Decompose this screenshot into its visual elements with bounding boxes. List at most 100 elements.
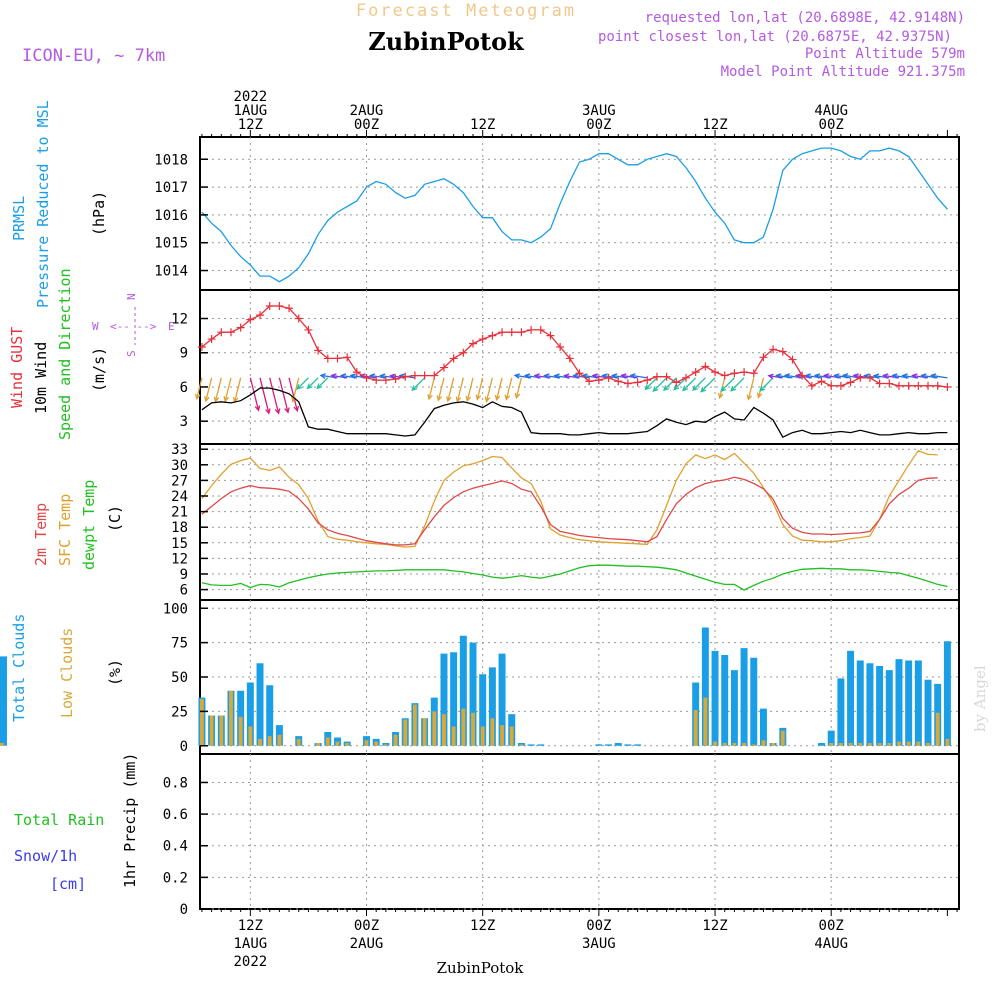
gust-marker xyxy=(604,373,613,382)
total-cloud-bar xyxy=(905,660,913,746)
wind-ytick-label: 12 xyxy=(171,312,188,328)
total-cloud-bar xyxy=(634,744,642,746)
bottom-time-label: 4AUG xyxy=(814,936,848,952)
clouds-ytick-label: 50 xyxy=(171,670,188,686)
wind-gust-label: Wind GUST xyxy=(8,327,26,408)
wind-arrow-head xyxy=(652,386,659,393)
gust-marker xyxy=(856,373,865,382)
gust-marker xyxy=(459,348,468,357)
wind-arrow-head xyxy=(730,385,737,392)
pressure-unit: (hPa) xyxy=(90,191,108,236)
low-cloud-bar xyxy=(471,712,475,746)
low-cloud-bar xyxy=(877,743,882,746)
wind-arrow-head xyxy=(306,383,313,390)
total-cloud-bar xyxy=(701,627,709,746)
pressure-panel-frame xyxy=(199,136,960,291)
low-cloud-bar xyxy=(374,741,379,746)
low-cloud-bar xyxy=(364,740,369,746)
wind-arrow-head xyxy=(794,373,802,379)
product-title: Forecast Meteogram xyxy=(356,1,576,21)
gust-marker xyxy=(691,368,700,377)
gust-marker xyxy=(556,343,565,352)
t2m-label: 2m Temp xyxy=(32,503,50,566)
bottom-time-axis: 12Z 1AUG 2022 00Z 2AUG 12Z 00Z 3AUG 12Z 00Z 4AUG xyxy=(201,909,958,970)
location-title: ZubinPotok xyxy=(368,27,525,56)
total-cloud-bar xyxy=(527,744,535,746)
low-cloud-bar xyxy=(461,708,466,746)
wind-arrow-head xyxy=(513,373,520,379)
low-cloud-bar xyxy=(916,741,921,746)
gust-marker xyxy=(875,379,884,388)
wind-direction-arrow xyxy=(621,374,638,379)
total-cloud-bar xyxy=(914,660,922,746)
low-cloud-bar xyxy=(277,734,282,746)
top-time-label: 3AUG xyxy=(582,103,616,119)
temp-unit: (C) xyxy=(106,505,124,532)
dewpt-label: dewpt Temp xyxy=(80,480,98,570)
low-cloud-bar xyxy=(413,704,417,746)
gust-marker xyxy=(197,343,206,352)
gust-marker xyxy=(498,328,507,337)
sfc-temp-line xyxy=(201,450,938,548)
total-cloud-bar xyxy=(847,650,855,746)
low-cloud-bar xyxy=(780,730,785,746)
total-cloud-bar xyxy=(479,674,487,746)
top-time-label: 2AUG xyxy=(350,103,384,119)
temp-ytick-label: 27 xyxy=(171,473,188,489)
wind-arrow-head xyxy=(767,373,774,380)
total-cloud-bar xyxy=(256,663,264,746)
gust-marker xyxy=(885,379,894,388)
top-time-label: 00Z xyxy=(354,117,379,133)
wind-arrow-head xyxy=(369,373,376,379)
wind-arrow-head xyxy=(411,385,418,392)
low-cloud-bar xyxy=(248,726,253,746)
wind-arrow-head xyxy=(339,373,347,379)
low-cloud-bar xyxy=(432,711,437,746)
low-cloud-bar xyxy=(519,744,524,746)
low-cloud-bar xyxy=(219,715,224,746)
wind-arrow-head xyxy=(379,373,386,380)
gust-marker xyxy=(488,331,497,340)
gust-marker xyxy=(652,372,661,381)
bottom-time-label: 1AUG xyxy=(233,936,267,952)
top-time-label: 2022 xyxy=(233,89,267,105)
wind-direction-arrow xyxy=(682,377,697,391)
gust-marker xyxy=(217,328,226,337)
wind-arrow-head xyxy=(316,383,323,390)
bottom-time-label: 12Z xyxy=(702,918,727,934)
wind-arrow-head xyxy=(475,394,482,401)
wind-direction-arrow xyxy=(747,377,755,400)
precip-ytick-label: 0.4 xyxy=(163,839,188,855)
low-cloud-bar xyxy=(335,741,340,746)
low-cloud-bar xyxy=(693,710,698,746)
clouds-ytick-label: 100 xyxy=(163,601,188,617)
series-layer xyxy=(0,147,959,910)
gust-marker xyxy=(943,382,952,391)
gust-marker xyxy=(585,377,594,386)
temp-ytick-label: 30 xyxy=(171,458,188,474)
y-ticks: 1014101510161017101836912691215182124273… xyxy=(154,152,208,918)
watermark: by Angel xyxy=(971,665,989,732)
gust-marker xyxy=(711,368,720,377)
low-cloud-bar xyxy=(442,714,446,746)
gust-marker xyxy=(478,335,487,344)
top-time-label: 4AUG xyxy=(814,103,848,119)
bottom-time-label: 3AUG xyxy=(582,936,616,952)
low-cloud-bar xyxy=(422,718,427,746)
wind-arrow-head xyxy=(662,385,669,392)
total-cloud-bar xyxy=(711,650,719,746)
prmsl-label: PRMSL xyxy=(10,196,28,241)
gust-marker xyxy=(420,371,429,380)
wind-direction-arrow xyxy=(485,377,494,402)
wind-arrow-head xyxy=(293,405,300,413)
wind-arrow-head xyxy=(213,396,220,403)
low-cloud-bar xyxy=(713,741,717,746)
total-clouds-label: Total Clouds xyxy=(10,614,28,722)
gust-marker xyxy=(517,328,526,337)
gust-marker xyxy=(778,347,787,356)
wind-direction-arrow xyxy=(316,377,329,389)
requested-coords: requested lon,lat (20.6898E, 42.9148N) xyxy=(645,10,965,26)
grid-lines xyxy=(200,137,959,910)
gust-marker xyxy=(527,325,536,334)
wind-direction-arrow xyxy=(437,377,445,401)
